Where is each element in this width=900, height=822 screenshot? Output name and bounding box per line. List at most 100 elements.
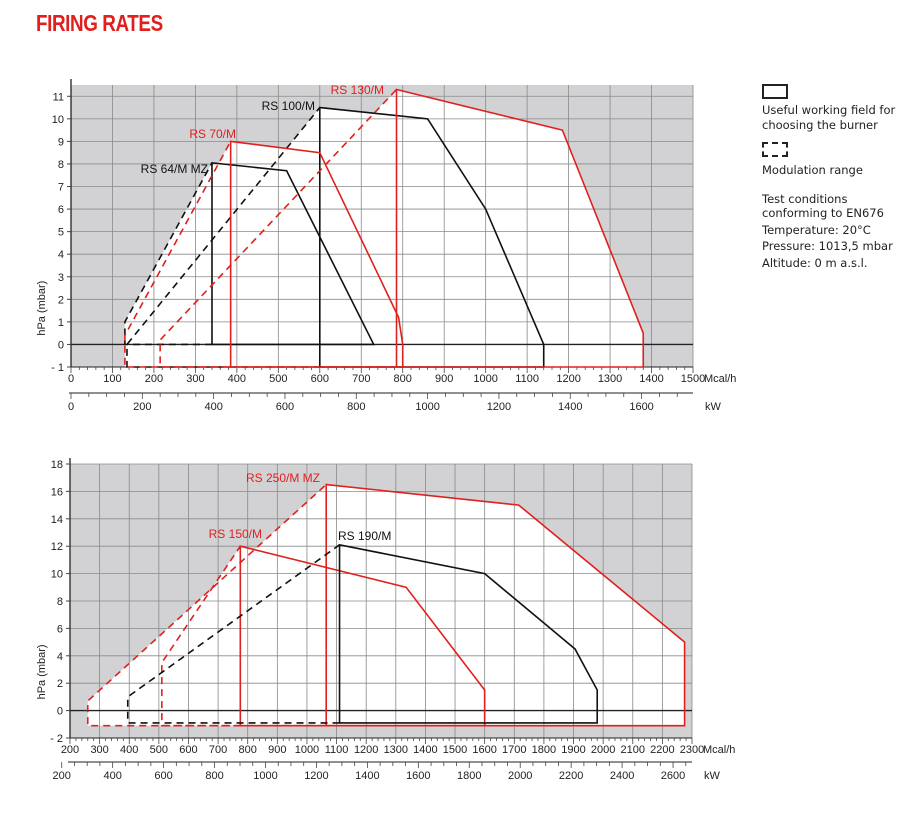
- y-tick-label: 10: [51, 569, 63, 581]
- y-tick-label: 2: [57, 678, 63, 690]
- x-tick-label: 1200: [556, 373, 580, 385]
- chart-1: 0 100 200 300 400 500 600 700 800 900 1000 1100 1200…: [36, 79, 736, 413]
- y-tick-label: 6: [58, 204, 64, 216]
- y-tick-label: 18: [51, 459, 63, 471]
- kw-tick-label: 1600: [629, 401, 653, 413]
- x-tick-label: 800: [239, 744, 257, 756]
- working-field: [395, 88, 645, 368]
- series-label: RS 130/M: [331, 83, 384, 97]
- x-tick-label: 2000: [591, 744, 615, 756]
- kw-tick-label: 800: [205, 770, 223, 782]
- x-tick-label: 1400: [639, 373, 663, 385]
- series-label: RS 100/M: [262, 99, 315, 113]
- y-tick-label: 5: [58, 227, 64, 239]
- kw-tick-label: 1400: [355, 770, 379, 782]
- series-rs-150-m: RS 150/M: [161, 527, 486, 727]
- x-tick-label: 2200: [650, 744, 674, 756]
- modulation-swatch: [762, 142, 788, 157]
- x-tick-label: 2100: [621, 744, 645, 756]
- kw-tick-label: 200: [53, 770, 71, 782]
- x-tick-label: 900: [268, 744, 286, 756]
- kw-tick-label: 800: [347, 401, 365, 413]
- kw-tick-label: 1600: [406, 770, 430, 782]
- x-tick-label: 1400: [413, 744, 437, 756]
- kw-tick-label: 2400: [610, 770, 634, 782]
- working-field: [338, 543, 599, 724]
- y-tick-label: 16: [51, 486, 63, 498]
- kw-tick-label: 600: [276, 401, 294, 413]
- x-tick-label: 800: [394, 373, 412, 385]
- test-conditions: Test conditions conforming to EN676: [762, 191, 884, 221]
- x-tick-label: 1600: [472, 744, 496, 756]
- y-tick-label: 4: [58, 249, 64, 261]
- modulation-range: [161, 545, 241, 727]
- y-tick-label: 8: [58, 159, 64, 171]
- x-tick-label: 0: [68, 373, 74, 385]
- x-tick-label: 200: [145, 373, 163, 385]
- y-tick-label: 8: [57, 596, 63, 608]
- y-tick-label: 0: [57, 706, 63, 718]
- x-tick-label: 600: [179, 744, 197, 756]
- kw-axis-label: kW: [704, 770, 721, 782]
- x-tick-label: 400: [120, 744, 138, 756]
- x-tick-label: 1700: [502, 744, 526, 756]
- field-fill: [160, 89, 644, 368]
- modulation-range: [86, 483, 327, 727]
- field-fill: [127, 544, 598, 723]
- kw-tick-label: 2000: [508, 770, 532, 782]
- modulation-range: [159, 88, 398, 368]
- x-tick-label: 1500: [443, 744, 467, 756]
- x-tick-label: 1200: [354, 744, 378, 756]
- chart-2: 200 300 400 500 600 700 800 900 1000 1100 1200 1300…: [36, 458, 735, 782]
- x-tick-label: 100: [103, 373, 121, 385]
- y-tick-label: - 1: [51, 362, 64, 374]
- y-tick-label: 4: [57, 651, 63, 663]
- y-tick-label: 6: [57, 623, 63, 635]
- y-tick-label: 1: [58, 317, 64, 329]
- pressure: Pressure: 1013,5 mbar: [762, 239, 893, 253]
- x-tick-label: 1100: [325, 744, 349, 756]
- working-field: [325, 483, 686, 727]
- x-tick-label: 1100: [515, 373, 539, 385]
- kw-tick-label: 2600: [661, 770, 685, 782]
- kw-axis-label: kW: [705, 401, 722, 413]
- y-tick-label: 10: [52, 114, 64, 126]
- kw-tick-label: 1800: [457, 770, 481, 782]
- series-rs-190-m: RS 190/M: [126, 529, 599, 724]
- y-tick-label: 11: [53, 91, 64, 103]
- x-tick-label: 300: [90, 744, 108, 756]
- altitude: Altitude: 0 m a.s.l.: [762, 255, 868, 270]
- y-tick-label: 14: [51, 514, 63, 526]
- x-tick-label: 1300: [598, 373, 622, 385]
- series-rs-250-m-mz: RS 250/M MZ: [86, 471, 686, 727]
- series-label: RS 70/M: [189, 127, 236, 141]
- kw-tick-label: 200: [133, 401, 151, 413]
- y-tick-label: 7: [58, 182, 64, 194]
- y-tick-label: 12: [51, 541, 63, 553]
- y-tick-label: - 2: [50, 733, 63, 745]
- series-label: RS 190/M: [338, 529, 391, 543]
- x-tick-label: 1800: [532, 744, 556, 756]
- working-field: [239, 545, 486, 727]
- kw-tick-label: 1000: [415, 401, 439, 413]
- x-tick-label: 1000: [295, 744, 319, 756]
- kw-tick-label: 600: [154, 770, 172, 782]
- x-tick-label: 500: [150, 744, 168, 756]
- kw-tick-label: 1200: [304, 770, 328, 782]
- modulation-range: [124, 162, 213, 346]
- x-tick-label: 600: [311, 373, 329, 385]
- working-field-swatch: [762, 84, 788, 99]
- x-tick-label: 300: [186, 373, 204, 385]
- x-tick-label: 1000: [473, 373, 497, 385]
- x-tick-label: 700: [209, 744, 227, 756]
- legend-working-field: Useful working field for choosing the bu…: [762, 103, 896, 132]
- kw-tick-label: 1400: [558, 401, 582, 413]
- x-tick-label: 2300: [680, 744, 704, 756]
- series-label: RS 150/M: [209, 527, 262, 541]
- kw-tick-label: 2200: [559, 770, 583, 782]
- y-tick-label: 2: [58, 294, 64, 306]
- y-tick-label: 0: [58, 339, 64, 351]
- x-tick-label: 1300: [384, 744, 408, 756]
- page-title: FIRING RATES: [36, 10, 163, 36]
